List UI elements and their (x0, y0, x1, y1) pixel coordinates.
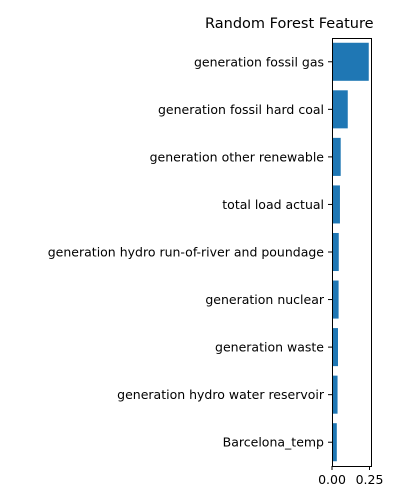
category-labels: generation fossil gas generation fossil h… (48, 54, 332, 450)
category-label: generation waste (215, 340, 324, 355)
category-label: generation nuclear (205, 292, 324, 307)
bar (332, 375, 338, 414)
bar (332, 90, 348, 129)
category-label: generation hydro run-of-river and pounda… (48, 245, 325, 260)
x-axis: 0.00 0.25 (318, 466, 383, 487)
bar (332, 42, 369, 81)
category-label: generation fossil gas (194, 54, 324, 69)
bar (332, 185, 340, 224)
bars (332, 42, 369, 462)
x-tick-label: 0.00 (318, 472, 346, 487)
category-label: generation fossil hard coal (158, 102, 324, 117)
bar (332, 137, 341, 176)
bar (332, 232, 339, 272)
category-label: generation other renewable (150, 149, 325, 164)
bar (332, 423, 337, 462)
bar (332, 328, 338, 367)
chart-title: Random Forest Feature (205, 16, 374, 32)
x-tick-label: 0.25 (356, 472, 384, 487)
bar (332, 280, 339, 319)
plot-frame (332, 38, 372, 467)
category-label: Barcelona_temp (223, 435, 324, 450)
category-label: generation hydro water reservoir (117, 387, 325, 402)
category-label: total load actual (222, 197, 324, 212)
